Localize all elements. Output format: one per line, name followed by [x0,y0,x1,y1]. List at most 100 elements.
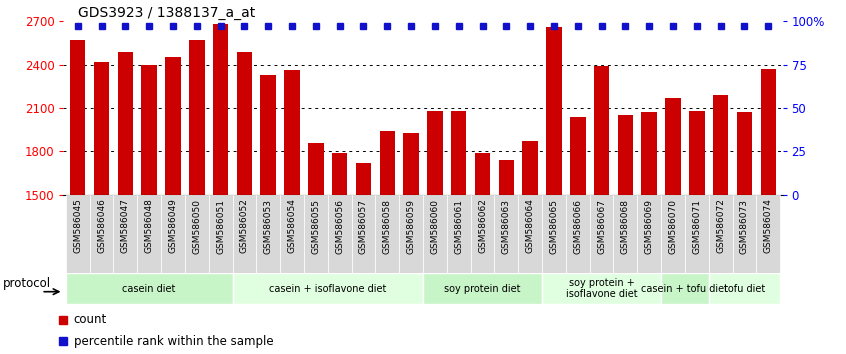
Bar [519,195,542,273]
Bar [689,111,705,354]
Text: GSM586046: GSM586046 [97,199,106,253]
Bar [737,112,752,354]
Text: GSM586057: GSM586057 [359,199,368,253]
Bar [494,195,519,273]
Bar [376,195,399,273]
Text: GSM586069: GSM586069 [645,199,654,253]
Text: GSM586050: GSM586050 [192,199,201,253]
Bar [637,195,661,273]
Bar [284,70,299,354]
Bar [547,27,562,354]
Text: GSM586059: GSM586059 [407,199,415,253]
Text: tofu diet: tofu diet [724,284,765,293]
Bar [90,195,113,273]
Text: GSM586066: GSM586066 [574,199,582,253]
Text: GDS3923 / 1388137_a_at: GDS3923 / 1388137_a_at [78,6,255,20]
Bar [475,153,491,354]
Text: GSM586061: GSM586061 [454,199,464,253]
Bar [213,24,228,354]
Bar [113,195,137,273]
Bar [665,98,681,354]
Bar [566,195,590,273]
Bar [256,195,280,273]
Bar [237,52,252,354]
Bar [641,112,657,354]
Bar [498,160,514,354]
Text: GSM586058: GSM586058 [382,199,392,253]
Text: GSM586062: GSM586062 [478,199,487,253]
Bar [713,95,728,354]
Bar [709,273,780,304]
Bar [761,69,776,354]
Text: GSM586052: GSM586052 [240,199,249,253]
Bar [94,62,109,354]
Bar [209,195,233,273]
Text: GSM586055: GSM586055 [311,199,321,253]
Bar [233,195,256,273]
Text: soy protein diet: soy protein diet [444,284,521,293]
Bar [233,273,423,304]
Bar [709,195,733,273]
Text: GSM586051: GSM586051 [216,199,225,253]
Bar [423,195,447,273]
Bar [189,40,205,354]
Text: GSM586073: GSM586073 [740,199,749,253]
Bar [165,57,181,354]
Bar [590,195,613,273]
Text: GSM586065: GSM586065 [549,199,558,253]
Text: GSM586071: GSM586071 [692,199,701,253]
Text: GSM586072: GSM586072 [717,199,725,253]
Bar [470,195,494,273]
Bar [137,195,161,273]
Bar [685,195,709,273]
Bar [66,195,90,273]
Bar [380,131,395,354]
Bar [327,195,352,273]
Text: soy protein +
isoflavone diet: soy protein + isoflavone diet [566,278,637,299]
Text: GSM586049: GSM586049 [168,199,178,253]
Text: casein + tofu diet: casein + tofu diet [641,284,728,293]
Bar [427,111,442,354]
Bar [733,195,756,273]
Bar [66,273,233,304]
Bar [399,195,423,273]
Bar [332,153,348,354]
Bar [613,195,637,273]
Bar [70,40,85,354]
Bar [451,111,466,354]
Text: GSM586074: GSM586074 [764,199,772,253]
Text: GSM586054: GSM586054 [288,199,297,253]
Text: GSM586070: GSM586070 [668,199,678,253]
Text: GSM586063: GSM586063 [502,199,511,253]
Bar [594,66,609,354]
Text: casein + isoflavone diet: casein + isoflavone diet [269,284,387,293]
Bar [661,195,685,273]
Text: GSM586048: GSM586048 [145,199,154,253]
Bar [161,195,185,273]
Text: GSM586045: GSM586045 [74,199,82,253]
Bar [355,163,371,354]
Bar [542,195,566,273]
Text: GSM586053: GSM586053 [264,199,272,253]
Text: protocol: protocol [3,277,52,290]
Text: GSM586056: GSM586056 [335,199,344,253]
Text: GSM586047: GSM586047 [121,199,129,253]
Bar [661,273,709,304]
Text: casein diet: casein diet [123,284,176,293]
Bar [118,52,133,354]
Text: percentile rank within the sample: percentile rank within the sample [74,335,273,348]
Bar [185,195,209,273]
Text: GSM586060: GSM586060 [431,199,439,253]
Text: GSM586068: GSM586068 [621,199,630,253]
Bar [447,195,470,273]
Bar [304,195,327,273]
Text: count: count [74,313,107,326]
Bar [618,115,633,354]
Bar [352,195,376,273]
Bar [542,273,661,304]
Bar [523,141,538,354]
Text: GSM586067: GSM586067 [597,199,606,253]
Text: GSM586064: GSM586064 [525,199,535,253]
Bar [423,273,542,304]
Bar [570,116,585,354]
